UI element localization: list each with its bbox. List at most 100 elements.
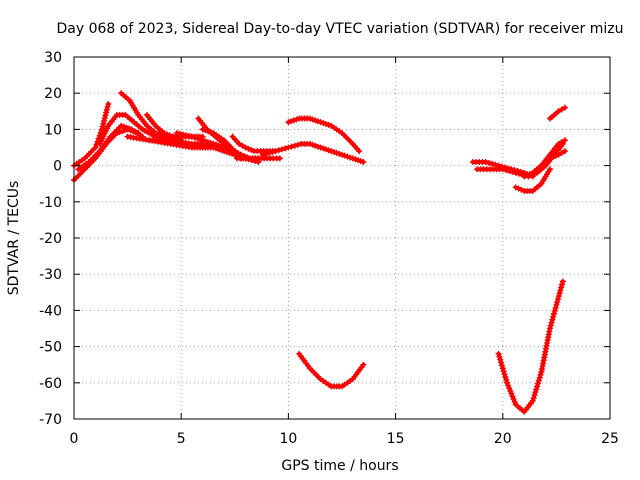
data-point [242,144,249,151]
data-point [314,118,321,125]
data-point [549,316,556,323]
data-point [552,152,559,159]
data-point [119,128,126,135]
data-point [498,359,505,366]
data-point [499,365,506,372]
x-tick-label: 25 [601,431,619,447]
data-point [152,130,159,137]
data-point [498,362,505,369]
x-tick-label: 5 [177,431,186,447]
data-point [548,319,555,326]
data-point [512,169,519,176]
data-point [293,116,300,123]
series-track-14 [259,140,367,165]
data-point [182,132,189,139]
series-track-13 [233,155,283,162]
data-point [349,155,356,162]
data-point [509,393,516,400]
series-line [76,123,145,172]
data-point [341,152,348,159]
y-tick-label: -50 [39,340,62,356]
data-point [288,118,295,125]
data-point [306,115,313,122]
data-point [322,146,329,153]
data-point [259,151,266,158]
data-point [546,325,553,332]
data-point [553,301,560,308]
data-point [506,385,513,392]
data-point [489,160,496,167]
data-point [213,141,220,148]
data-point [535,377,542,384]
data-point [155,130,162,137]
data-point [100,120,107,127]
data-point [496,353,503,360]
data-point [551,307,558,314]
data-point [344,153,351,160]
data-point [317,144,324,151]
data-point [360,158,367,165]
y-tick-label: -30 [39,267,62,283]
data-point [546,155,553,162]
data-point [510,396,517,403]
data-point [506,168,513,175]
series-track-20 [512,166,553,194]
series-track-16 [296,350,367,390]
data-point [202,127,209,134]
data-point [503,376,510,383]
data-point [199,137,206,144]
data-point [205,128,211,135]
data-point [312,142,319,149]
data-point [555,151,562,158]
data-point [105,101,112,108]
data-point [555,293,562,300]
data-point [163,131,170,138]
data-point [515,185,522,192]
data-point [179,131,186,138]
series-track-15 [285,115,363,155]
y-tick-label: 20 [44,86,62,102]
data-point [239,142,246,149]
data-point [272,148,279,155]
data-point [561,137,568,144]
data-point [120,123,127,130]
data-point [320,145,327,152]
data-point [275,147,282,154]
data-point [176,130,183,137]
data-point [262,150,269,157]
y-tick-label: -20 [39,231,62,247]
data-point [347,154,354,161]
data-point [355,157,362,164]
data-point [502,374,509,381]
data-point [518,186,525,193]
series-track-8 [146,137,249,162]
data-point [215,142,222,149]
data-point [552,304,559,311]
data-point [207,129,214,136]
data-point [550,310,557,317]
y-tick-label: 10 [44,122,62,138]
data-point [556,290,563,297]
data-point [503,167,510,174]
data-point [103,109,110,116]
data-point [288,143,295,150]
data-point [322,120,329,127]
data-point [547,322,554,329]
data-point [312,117,319,124]
y-tick-label: -70 [39,412,62,428]
data-point [266,149,273,156]
y-axis-label: SDTVAR / TECUs [6,181,22,296]
series-track-18 [474,140,566,180]
data-point [555,140,562,147]
data-point [306,140,313,147]
data-point [501,371,508,378]
series-track-11 [199,126,245,162]
data-point [285,144,292,151]
data-point [92,144,99,151]
data-point [561,148,568,155]
data-point [290,117,297,124]
data-point [557,287,564,294]
data-point [325,121,332,128]
data-point [530,395,537,402]
